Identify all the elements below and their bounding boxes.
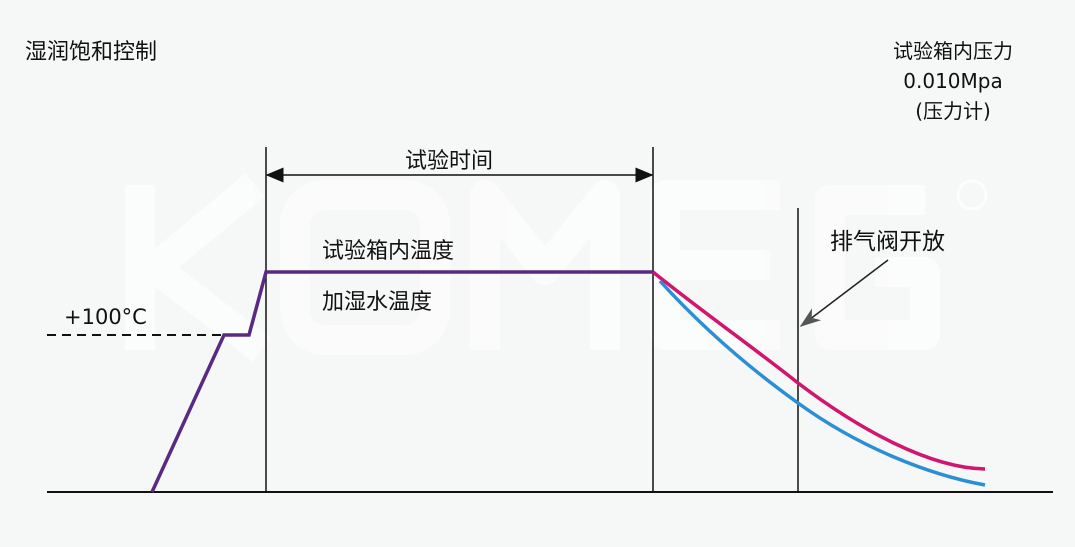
pressure-gauge-note: (压力计) (915, 99, 991, 123)
diagram-title: 湿润饱和控制 (25, 40, 158, 65)
pressure-label: 试验箱内压力 (893, 39, 1013, 63)
temp-level-label: +100°C (64, 305, 147, 329)
chamber-temp-curve (150, 270, 653, 493)
watermark-letter-o (280, 180, 450, 355)
water-temp-curve (658, 279, 986, 487)
watermark-letter-g (815, 185, 940, 350)
watermark-registered-mark (956, 179, 988, 211)
watermark-letter-e (650, 180, 780, 350)
pressure-note: 试验箱内压力 0.010Mpa (压力计) (878, 36, 1028, 126)
pressure-curve (651, 270, 986, 471)
chamber-temp-label: 试验箱内温度 (322, 239, 455, 264)
watermark-letter-k (125, 173, 272, 362)
water-temp-label: 加湿水温度 (322, 290, 433, 315)
watermark-letter-m (470, 180, 620, 350)
vent-open-label: 排气阀开放 (830, 229, 945, 255)
test-period-label: 试验时间 (405, 149, 494, 174)
pressure-value: 0.010Mpa (903, 69, 1003, 93)
vent-pointer-arrow (799, 259, 889, 327)
